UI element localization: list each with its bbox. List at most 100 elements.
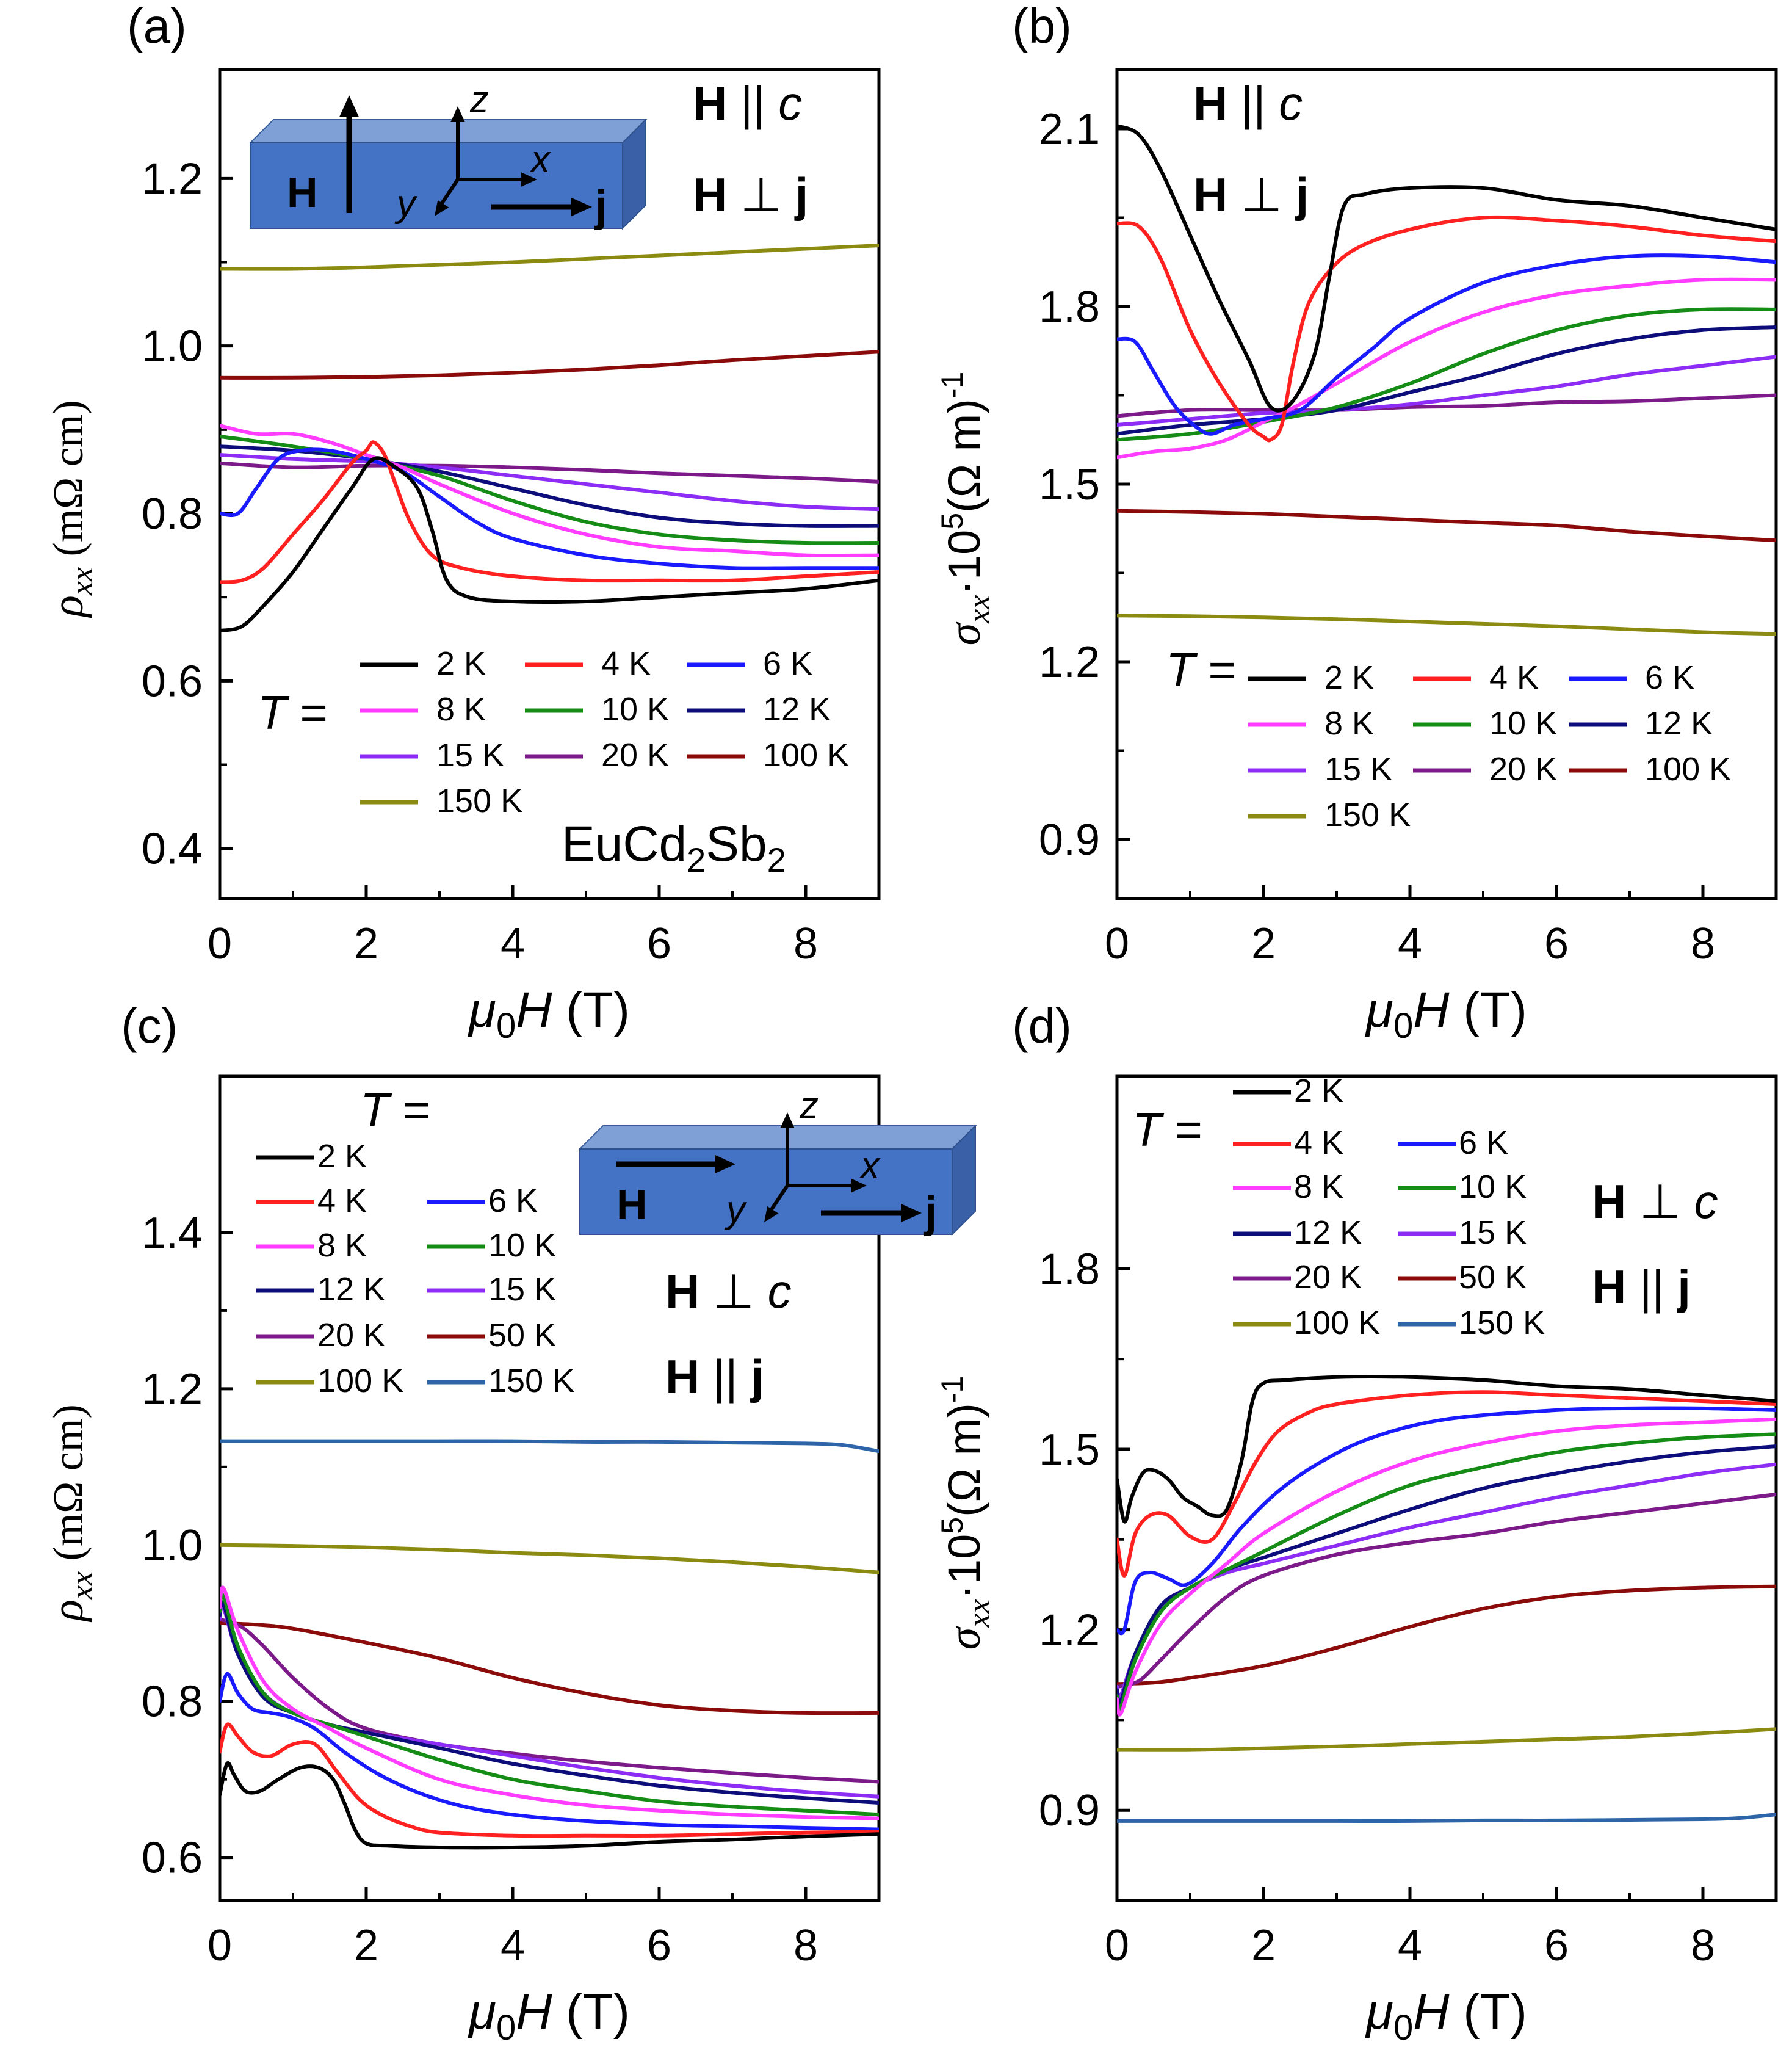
series-line-8k (220, 424, 879, 558)
series-line-6k (220, 447, 879, 570)
legend-item: 10 K (1413, 705, 1557, 742)
field-arrow-head (715, 1154, 735, 1174)
y-tick-label: 0.6 (142, 657, 203, 706)
legend-item: 8 K (1233, 1168, 1343, 1205)
legend-label: 150 K (1324, 797, 1411, 833)
series-line-20k (1117, 393, 1776, 418)
legend-label: 8 K (1294, 1168, 1343, 1205)
legend-label: 2 K (436, 645, 486, 682)
legend-item: 12 K (1233, 1214, 1362, 1251)
legend-label: 150 K (488, 1363, 574, 1399)
legend: T = 2 K 4 K 6 K 8 K 10 K 12 K 15 K 20 K 100 K 150 … (1166, 643, 1731, 833)
y-tick-label: 2.1 (1039, 105, 1100, 154)
condition-label: H || j (665, 1350, 764, 1404)
series-line-20k (220, 1617, 879, 1784)
legend-item: 12 K (1569, 705, 1713, 742)
legend-label: 15 K (1324, 751, 1392, 788)
legend-item: 2 K (256, 1138, 367, 1175)
x-tick-label: 2 (354, 1921, 378, 1970)
panel-b: (b) 0 2 4 6 8 0.9 1.2 1.5 1.8 2.1 μ0H (T) σxx·105(Ω … (935, 0, 1778, 1046)
legend-item: 15 K (427, 1271, 556, 1308)
panel-a: (a) 0 2 4 6 8 0.4 0.6 0.8 1.0 1.2 μ0H (T) ρxx (mΩ cm… (43, 0, 881, 1046)
series-line-150k (220, 244, 879, 271)
legend-label: 6 K (488, 1183, 538, 1219)
plot-frame (218, 68, 881, 900)
series-line-12k (220, 1600, 879, 1805)
panel-label: (c) (121, 999, 178, 1053)
y-tick-label: 1.2 (142, 154, 203, 203)
y-tick-label: 1.2 (142, 1365, 203, 1414)
y-axis-arrow (768, 1184, 789, 1212)
legend-title: T = (1132, 1103, 1202, 1156)
legend-label: 12 K (1645, 705, 1713, 742)
series-line-2k (1117, 124, 1776, 413)
legend-item: 150 K (1248, 797, 1411, 833)
x-tick-label: 4 (1398, 919, 1422, 968)
legend-item: 6 K (427, 1183, 538, 1219)
series-line-15k (220, 453, 879, 512)
y-tick-label: 0.6 (142, 1834, 203, 1883)
legend-item: 4 K (1233, 1125, 1343, 1161)
series-line-6k (1117, 1406, 1776, 1636)
series-line-6k (220, 1672, 879, 1831)
series-group (220, 1439, 879, 1850)
series-line-4k (1117, 1390, 1776, 1578)
legend-item: 100 K (256, 1363, 403, 1399)
x-tick-label: 4 (501, 919, 525, 968)
series-line-100k (220, 1543, 879, 1574)
legend-label: 12 K (317, 1271, 385, 1308)
y-tick-label: 1.2 (1039, 1606, 1100, 1655)
x-tick-label: 8 (1691, 1921, 1715, 1970)
legend-item: 4 K (256, 1183, 367, 1219)
legend-label: 15 K (436, 737, 504, 773)
condition-label: H || c (693, 76, 802, 130)
y-axis-arrow-head (435, 200, 449, 216)
legend-item: 12 K (256, 1271, 385, 1308)
panel-d: (d) 0 2 4 6 8 0.9 1.2 1.5 1.8 μ0H (T) σxx·105(Ω m)-… (935, 999, 1778, 2048)
series-line-4k (1117, 215, 1776, 443)
legend-label: 15 K (488, 1271, 556, 1308)
legend-item: 8 K (256, 1227, 367, 1264)
x-axis-label-inset: x (529, 139, 551, 181)
legend-item: 50 K (427, 1317, 556, 1353)
series-line-50k (1117, 1584, 1776, 1686)
geometry-inset: Hzx y j (578, 1085, 977, 1237)
legend-label: 100 K (317, 1363, 403, 1399)
legend-item: 100 K (1569, 751, 1731, 788)
legend-item: 2 K (360, 645, 486, 682)
panel-label: (a) (127, 0, 187, 53)
legend-label: 6 K (1459, 1125, 1508, 1161)
series-line-4k (220, 440, 879, 584)
series-line-10k (1117, 1432, 1776, 1711)
panel-label: (b) (1012, 0, 1072, 53)
current-label: j (923, 1188, 937, 1237)
field-label: H (287, 168, 318, 216)
legend-title: T = (360, 1083, 430, 1137)
y-axis-label-inset: y (724, 1189, 748, 1231)
series-line-8k (220, 1585, 879, 1820)
x-tick-label: 4 (501, 1921, 525, 1970)
x-axis-label: μ0H (T) (1365, 1984, 1527, 2048)
legend-label: 8 K (436, 691, 486, 728)
series-group (1117, 124, 1776, 636)
condition-label: H ⊥ c (665, 1264, 792, 1318)
x-axis-arrow-head (521, 172, 537, 187)
y-tick-label: 1.4 (142, 1209, 203, 1258)
legend-label: 6 K (763, 645, 812, 682)
legend-item: 150 K (427, 1363, 574, 1399)
legend-item: 15 K (360, 737, 504, 773)
sample-name: EuCd2​Sb2​ (562, 816, 786, 879)
series-line-150k (1117, 614, 1776, 636)
condition-label: H || j (1592, 1260, 1691, 1314)
condition-label: H ⊥ j (693, 168, 808, 222)
x-tick-label: 8 (793, 919, 818, 968)
legend-item: 20 K (256, 1317, 385, 1353)
z-axis-label: z (469, 79, 489, 121)
series-line-6k (1117, 253, 1776, 436)
crystal-top-face (248, 119, 648, 143)
x-axis-label: μ0H (T) (1365, 982, 1527, 1046)
z-axis-arrow-head (780, 1112, 795, 1128)
x-tick-label: 2 (354, 919, 378, 968)
panel-c: (c) 0 2 4 6 8 0.6 0.8 1.0 1.2 1.4 μ0H (T) ρxx (mΩ cm… (43, 999, 977, 2048)
x-tick-label: 4 (1398, 1921, 1422, 1970)
